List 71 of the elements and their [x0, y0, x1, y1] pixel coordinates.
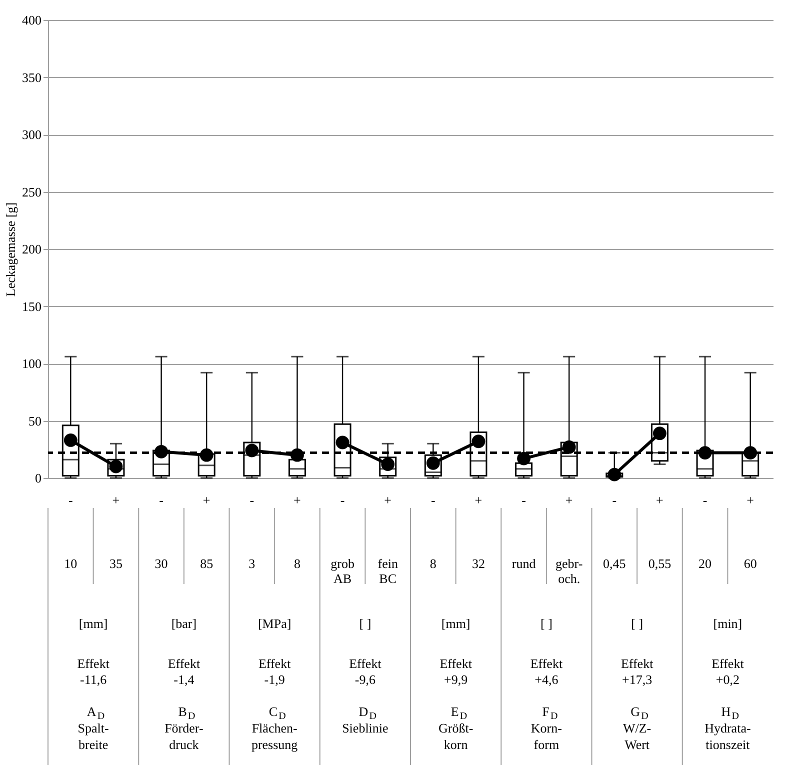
x-tick-label: -: [702, 492, 708, 508]
text: 60: [744, 556, 757, 571]
point: [698, 446, 712, 460]
text: [ ]: [359, 616, 372, 631]
y-tick-label: 350: [22, 70, 42, 85]
text: 35: [109, 556, 122, 571]
text: Effekt +4,6: [530, 656, 563, 687]
x-tick-label: +: [112, 492, 120, 508]
text: [ ]: [540, 616, 552, 631]
text: Effekt -9,6: [349, 656, 382, 687]
x-tick-label: -: [522, 492, 526, 508]
text: Effekt +0,2: [712, 656, 744, 687]
x-tick-label: +: [656, 492, 664, 508]
text: Effekt -11,6: [77, 656, 110, 687]
text: fein BC: [378, 556, 398, 586]
y-tick-label: 100: [22, 356, 42, 371]
point: [64, 434, 78, 447]
x-tick-label: -: [612, 492, 617, 508]
x-tick-label: -: [250, 492, 254, 508]
y-axis-title: Leckagemasse [g]: [3, 202, 18, 297]
text: [ ]: [631, 616, 644, 631]
x-tick-label: -: [430, 492, 436, 508]
text: 10: [64, 556, 78, 571]
text: 85: [200, 556, 214, 571]
x-tick-label: +: [202, 492, 210, 508]
point: [290, 448, 304, 462]
y-tick-label: 50: [28, 413, 42, 428]
text: [bar]: [171, 616, 197, 631]
x-tick-label: -: [159, 492, 164, 508]
text: 3: [248, 556, 256, 571]
point: [472, 434, 486, 448]
point: [562, 440, 576, 454]
y-tick-label: 150: [22, 298, 42, 314]
x-tick-label: +: [294, 492, 301, 508]
y-tick-label: 400: [22, 12, 42, 28]
text: 0,55: [648, 556, 672, 571]
text: 8: [294, 556, 300, 571]
y-tick-label: 300: [22, 127, 42, 142]
text: 8: [430, 556, 436, 571]
text: grob AB: [330, 556, 354, 586]
text: [mm]: [78, 616, 108, 631]
text: Effekt -1,4: [168, 656, 200, 687]
y-tick-label: 0: [35, 470, 42, 486]
text: Effekt +9,9: [440, 656, 472, 687]
x-tick-label: -: [68, 492, 73, 508]
text: rund: [512, 556, 536, 571]
text: 30: [154, 556, 168, 571]
point: [154, 444, 168, 458]
x-tick-label: +: [746, 492, 754, 508]
point: [336, 436, 350, 450]
y-tick-label: 250: [22, 184, 42, 200]
point: [200, 448, 214, 462]
text: 20: [698, 556, 712, 571]
x-tick-label: +: [384, 492, 392, 508]
point: [653, 426, 666, 440]
text: 0,45: [603, 556, 626, 571]
text: gebr- och.: [556, 556, 583, 586]
x-tick-label: +: [565, 492, 573, 508]
text: Effekt +17,3: [620, 656, 654, 687]
point: [517, 452, 530, 466]
point: [744, 446, 758, 460]
y-tick-label: 200: [22, 242, 42, 256]
text: Effekt -1,9: [258, 656, 292, 687]
x-tick-label: +: [474, 492, 482, 508]
x-tick-label: -: [340, 492, 345, 508]
text: [mm]: [441, 616, 470, 631]
point: [245, 444, 259, 458]
point: [608, 468, 622, 482]
text: 32: [472, 556, 485, 571]
text: [min]: [713, 616, 742, 631]
text: [MPa]: [258, 616, 292, 631]
